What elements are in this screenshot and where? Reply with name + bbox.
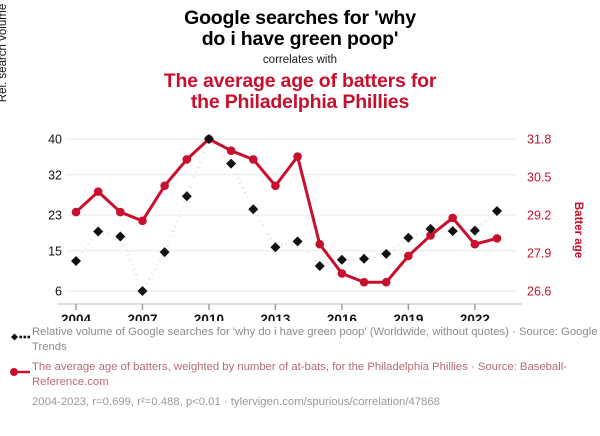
black-diamond-dotted-line-icon (6, 325, 32, 347)
svg-text:29.2: 29.2 (527, 209, 551, 223)
svg-text:23: 23 (48, 209, 62, 223)
subtitle-line-2: the Philadelphia Phillies (190, 91, 410, 113)
legend-label-searches: Relative volume of Google searches for '… (32, 326, 598, 353)
title-line-1: Google searches for 'why (184, 7, 416, 29)
svg-text:2010: 2010 (194, 312, 224, 321)
left-axis-title: Rel. search volume (0, 3, 9, 103)
legend-entry-batter-age: The average age of batters, weighted by … (0, 360, 600, 389)
svg-text:26.6: 26.6 (527, 285, 551, 299)
svg-text:30.5: 30.5 (527, 171, 551, 185)
subtitle-line-1: The average age of batters for (163, 70, 437, 92)
svg-text:6: 6 (55, 285, 62, 299)
chart-title-block: Google searches for 'why do i have green… (0, 0, 600, 113)
svg-text:2013: 2013 (260, 312, 291, 321)
svg-text:27.9: 27.9 (527, 247, 551, 261)
page-title: Google searches for 'why do i have green… (0, 8, 600, 50)
svg-text:2016: 2016 (327, 312, 358, 321)
correlation-stats-note: 2004-2023, r=0.699, r²=0.488, p<0.01 · t… (32, 396, 440, 408)
plot-area: 2004 2007 2010 2013 2016 2019 2022 6 15 23 32 40 26.… (0, 126, 600, 322)
legend-entry-searches: Relative volume of Google searches for '… (0, 325, 600, 354)
chart-legend: Relative volume of Google searches for '… (0, 325, 600, 410)
svg-text:40: 40 (48, 133, 62, 147)
svg-text:32: 32 (48, 168, 62, 182)
svg-text:31.8: 31.8 (527, 133, 551, 147)
svg-text:2004: 2004 (61, 312, 92, 321)
svg-text:2007: 2007 (127, 312, 157, 321)
title-connector: correlates with (262, 54, 338, 66)
red-circle-solid-line-icon (6, 360, 32, 382)
svg-text:15: 15 (48, 244, 62, 258)
svg-text:2019: 2019 (393, 312, 423, 321)
title-line-2: do i have green poop' (201, 28, 399, 50)
subtitle: The average age of batters for the Phila… (0, 71, 600, 113)
svg-text:2022: 2022 (460, 312, 490, 321)
chart-svg: 2004 2007 2010 2013 2016 2019 2022 6 15 23 32 40 26.… (48, 133, 551, 322)
legend-label-batter-age: The average age of batters, weighted by … (32, 361, 568, 388)
